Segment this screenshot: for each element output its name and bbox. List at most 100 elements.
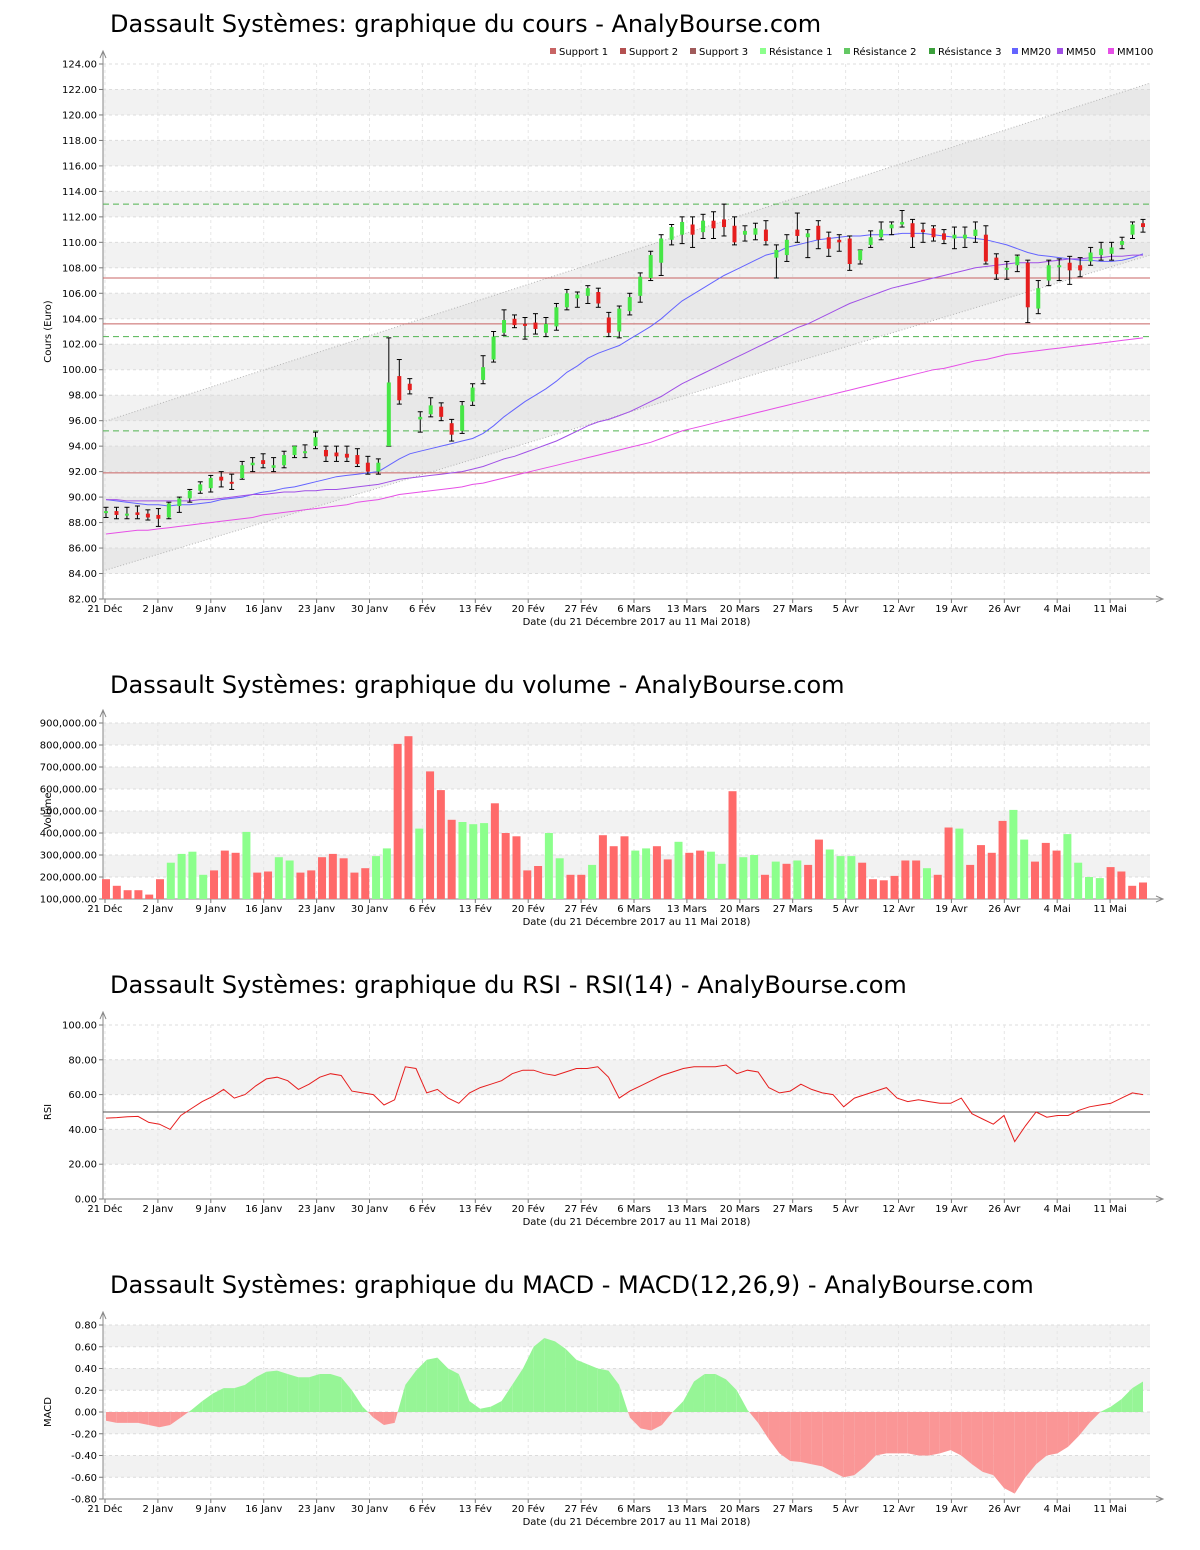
macd-area-segment	[212, 1388, 224, 1412]
candle-body	[962, 234, 967, 239]
candle	[574, 291, 580, 308]
candle-body	[1099, 248, 1104, 256]
price-ytick-label: 86.00	[68, 544, 97, 555]
candle	[815, 220, 821, 250]
candle-body	[229, 481, 234, 484]
rsi-xtick-label: 19 Avr	[935, 1204, 968, 1215]
candle	[857, 249, 863, 265]
rsi-ytick-label: 100.00	[62, 1021, 97, 1032]
candle	[564, 288, 570, 311]
macd-ytick-label: -0.60	[71, 1473, 97, 1484]
macd-area-segment	[116, 1412, 128, 1423]
macd-area-segment	[1110, 1398, 1122, 1412]
candle-body	[219, 476, 224, 481]
candle	[239, 460, 245, 480]
volume-bar	[350, 872, 359, 899]
macd-area-segment	[373, 1412, 384, 1426]
candle	[281, 450, 287, 469]
macd-ytick-label: -0.40	[71, 1451, 97, 1462]
macd-area-segment	[747, 1409, 750, 1412]
price-xtick-label: 6 Mars	[617, 604, 651, 615]
volume-bar	[469, 824, 478, 899]
volume-bar	[447, 819, 456, 899]
macd-area-segment	[651, 1412, 662, 1431]
candle-body	[397, 376, 402, 401]
candle-body	[564, 293, 569, 308]
volume-bar	[372, 856, 381, 899]
volume-bar	[231, 852, 240, 899]
macd-area-segment	[715, 1373, 727, 1412]
macd-area-segment	[1057, 1412, 1069, 1454]
macd-area-segment	[1089, 1412, 1101, 1423]
volume-bar	[210, 870, 219, 899]
volume-bar	[328, 853, 337, 899]
macd-area-segment	[555, 1341, 566, 1412]
macd-grid-band	[103, 1455, 1150, 1478]
price-x-arrow	[1155, 595, 1165, 603]
rsi-xtick-label: 9 Janv	[195, 1204, 226, 1215]
macd-area-segment	[628, 1412, 630, 1418]
macd-ytick-label: 0.80	[75, 1321, 97, 1332]
legend-swatch	[1108, 48, 1114, 54]
candle	[103, 506, 109, 518]
volume-bar	[847, 856, 856, 899]
price-ytick-label: 108.00	[62, 263, 97, 274]
volume-bar	[123, 890, 132, 899]
candle	[1025, 259, 1031, 324]
candle	[700, 213, 706, 240]
volume-bar	[728, 791, 737, 899]
price-xtick-label: 9 Janv	[195, 604, 226, 615]
candle	[1035, 280, 1041, 315]
candle-body	[868, 237, 873, 245]
legend-swatch	[620, 48, 626, 54]
candle	[658, 234, 664, 276]
volume-chart-title: Dassault Systèmes: graphique du volume -…	[110, 671, 845, 699]
macd-xtick-label: 4 Mai	[1044, 1504, 1071, 1515]
candle	[868, 230, 874, 248]
candle-body	[104, 511, 108, 514]
candle	[983, 225, 989, 265]
volume-bar	[933, 874, 942, 899]
volume-bar	[382, 848, 391, 899]
legend-label: Résistance 2	[853, 46, 916, 58]
candle	[145, 509, 151, 521]
candle	[993, 253, 999, 280]
rsi-y-arrow	[99, 1010, 107, 1020]
candle	[721, 203, 727, 237]
mm100-line	[105, 337, 1144, 535]
candle-body	[261, 460, 266, 464]
macd-area-segment	[106, 1412, 117, 1423]
rsi-chart: 0.00 20.00 40.00 60.00 80.00 100.00 21 Déc 2 Ja…	[43, 1010, 1165, 1228]
candle-body	[847, 238, 852, 264]
volume-bar	[782, 863, 791, 899]
macd-area-segment	[993, 1412, 1005, 1489]
volume-bar	[771, 861, 780, 899]
candle-body	[533, 322, 538, 329]
price-ytick-label: 102.00	[62, 340, 97, 351]
candle-body	[889, 224, 894, 229]
volume-bar	[307, 870, 316, 899]
volume-ytick-label: 400,000.00	[40, 829, 97, 840]
legend-label: MM50	[1066, 47, 1096, 58]
candle-body	[627, 297, 632, 312]
candle-body	[1088, 252, 1093, 262]
candle	[627, 292, 633, 316]
price-xtick-label: 13 Mars	[667, 604, 707, 615]
volume-bar	[253, 872, 262, 899]
candle-body	[722, 219, 727, 228]
candle	[260, 453, 266, 469]
candle-body	[1036, 288, 1041, 309]
candle-body	[1067, 262, 1072, 271]
candle-body	[334, 452, 339, 457]
macd-area-segment	[180, 1412, 189, 1418]
macd-area-segment	[822, 1412, 833, 1472]
volume-bar	[987, 852, 996, 899]
legend-item: Résistance 2	[844, 46, 916, 58]
legend-item: Support 1	[550, 47, 608, 58]
price-ytick-label: 90.00	[68, 493, 97, 504]
candle	[543, 316, 549, 338]
rsi-xtick-label: 13 Mars	[667, 1204, 707, 1215]
candle	[763, 220, 769, 246]
candle-body	[983, 234, 988, 262]
candle	[333, 445, 339, 462]
